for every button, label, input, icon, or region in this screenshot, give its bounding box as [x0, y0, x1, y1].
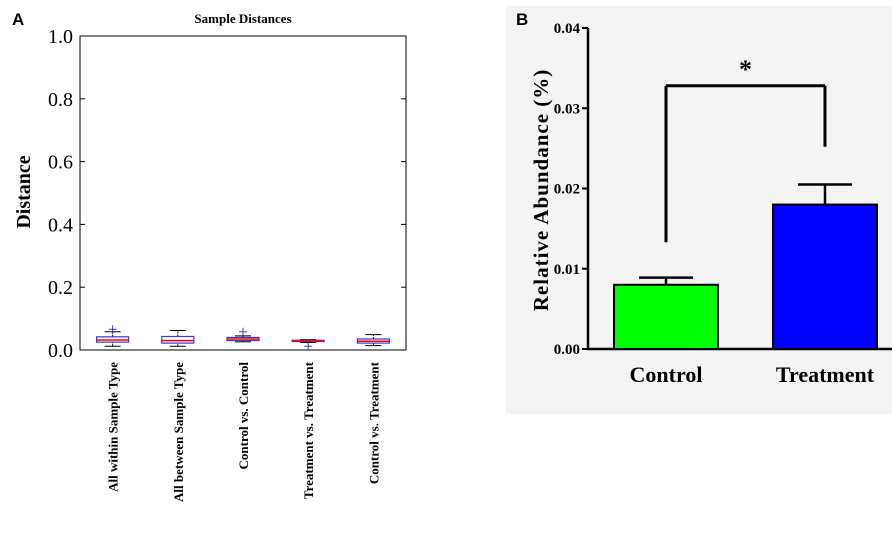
x-tick-label: Control vs. Treatment: [366, 361, 381, 484]
y-tick-label: 0.4: [48, 214, 73, 236]
x-tick-label: Control: [630, 362, 703, 387]
outlier-marker: [239, 327, 247, 336]
x-tick-label: Treatment: [776, 362, 875, 387]
y-tick-label: 0.0: [48, 340, 73, 362]
y-axis-label: Distance: [13, 155, 35, 228]
bar: [772, 203, 878, 350]
y-tick-label: 0.01: [554, 262, 580, 278]
y-tick-label: 0.2: [48, 277, 73, 299]
y-tick-label: 1.0: [48, 26, 73, 48]
plot-frame: [79, 35, 407, 351]
x-tick-label: All between Sample Type: [171, 362, 186, 502]
bar: [613, 283, 719, 350]
significance-asterisk: *: [739, 55, 752, 84]
y-axis-label: Relative Abundance (%): [529, 69, 553, 312]
y-tick-label: 0.00: [554, 342, 580, 358]
panel-a-letter: A: [12, 10, 25, 29]
x-tick-label: Treatment vs. Treatment: [301, 361, 316, 499]
panel-b-letter: B: [516, 10, 529, 29]
chart-title: Sample Distances: [194, 11, 291, 26]
y-tick-label: 0.03: [554, 101, 580, 117]
y-tick-label: 0.8: [48, 89, 73, 111]
x-tick-label: All within Sample Type: [106, 362, 121, 492]
y-tick-label: 0.02: [554, 182, 580, 198]
y-tick-label: 0.6: [48, 152, 73, 174]
x-tick-label: Control vs. Control: [236, 362, 251, 470]
y-tick-label: 0.04: [554, 21, 581, 37]
box: [161, 335, 195, 344]
outlier-marker: [304, 342, 313, 351]
outlier-marker: [108, 325, 117, 334]
